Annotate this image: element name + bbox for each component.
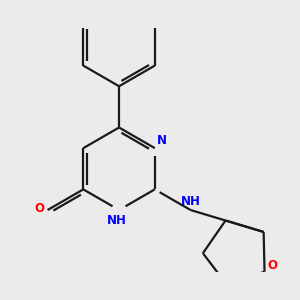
Text: NH: NH <box>107 214 127 227</box>
Text: N: N <box>157 134 167 147</box>
Text: O: O <box>34 202 44 214</box>
Text: NH: NH <box>181 195 200 208</box>
Text: O: O <box>267 259 277 272</box>
